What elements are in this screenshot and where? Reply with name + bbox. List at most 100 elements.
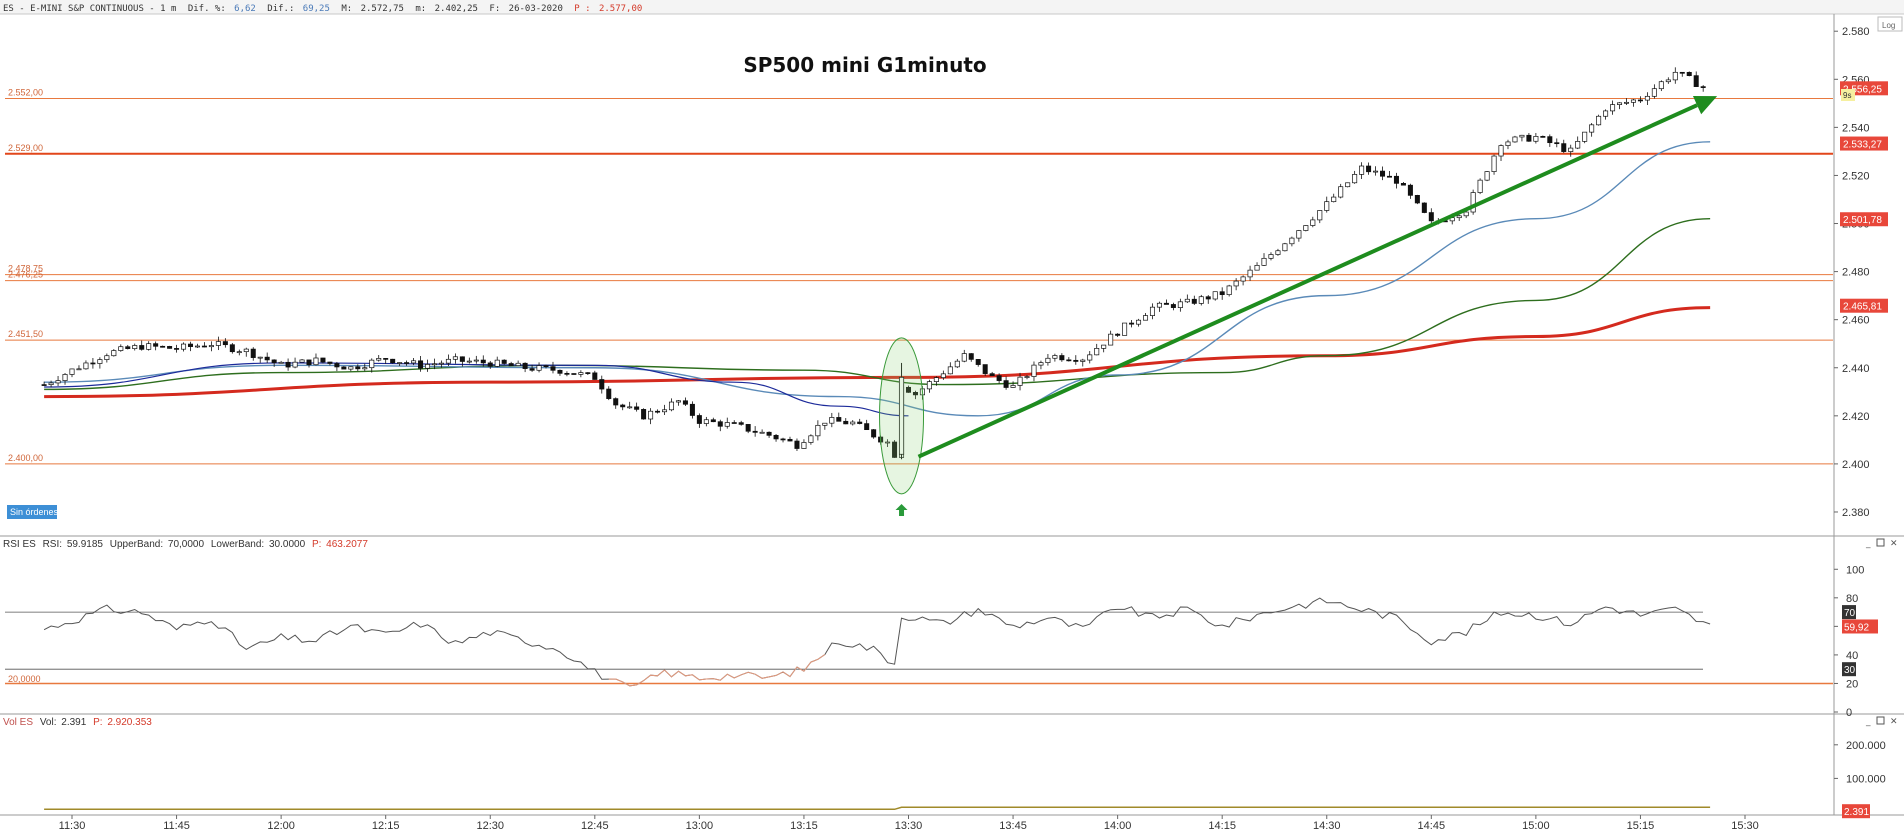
maximize-icon[interactable]: [1876, 716, 1885, 725]
maximize-icon[interactable]: [1876, 538, 1885, 547]
timer-badge: 9s: [1841, 89, 1855, 101]
candle-body: [780, 438, 786, 441]
rsi-tick-label: 0: [1846, 707, 1852, 719]
candle-body: [425, 364, 431, 369]
candle-body: [689, 403, 695, 416]
candle-body: [989, 373, 995, 376]
candle-body: [76, 368, 82, 371]
volume-tick-label: 100.000: [1846, 773, 1886, 785]
candle-body: [1421, 202, 1427, 213]
candle-body: [48, 382, 54, 386]
candle-body: [1428, 212, 1434, 222]
candle-body: [480, 359, 486, 364]
candle-body: [1205, 296, 1211, 300]
rsi-label: RSI ES: [3, 539, 36, 550]
orders-badge[interactable]: Sin órdenes: [7, 505, 59, 519]
candle-body: [1547, 136, 1553, 144]
candle-body: [1163, 302, 1169, 305]
candle-body: [104, 355, 110, 360]
moving-average-line: [44, 306, 1711, 399]
candle-body: [585, 372, 591, 374]
candle-body: [362, 367, 368, 370]
candle-body: [745, 424, 751, 432]
candle-body: [1024, 376, 1030, 378]
candle-body: [459, 356, 465, 362]
candle-body: [947, 366, 953, 375]
candle-body: [1414, 195, 1420, 204]
candle-body: [1170, 304, 1176, 308]
time-tick-label: 12:15: [372, 820, 400, 830]
candle-body: [982, 364, 988, 374]
log-button-label: Log: [1882, 21, 1895, 30]
minimize-icon[interactable]: _: [1865, 539, 1871, 549]
candle-body: [1052, 355, 1058, 359]
candle-body: [1603, 110, 1609, 117]
volume-tag: [1842, 804, 1870, 819]
minimize-icon[interactable]: _: [1865, 717, 1871, 727]
level-label: 2.476,25: [8, 270, 43, 280]
moving-average-line: [44, 218, 1711, 391]
candle-body: [529, 368, 535, 371]
candle-body: [613, 398, 619, 406]
candle-body: [1484, 171, 1490, 181]
candle-body: [452, 356, 458, 360]
candle-body: [724, 422, 730, 427]
candle-body: [111, 350, 117, 357]
candle-body: [1679, 71, 1685, 74]
candle-body: [815, 424, 821, 437]
candle-body: [264, 356, 270, 361]
candle-body: [759, 431, 765, 434]
rsi-line: [43, 597, 1711, 687]
level-label: 2.552,00: [8, 88, 43, 98]
volume-tag-label: 2.391: [1844, 807, 1869, 818]
close-icon[interactable]: ✕: [1890, 717, 1898, 727]
rsi-tick-label: 40: [1846, 650, 1858, 662]
candle-body: [1554, 142, 1560, 145]
price-tick-label: 2.520: [1842, 170, 1870, 182]
volume-tags: 2.391: [1842, 804, 1870, 819]
log-button[interactable]: Log: [1877, 16, 1903, 32]
candle-body: [1393, 175, 1399, 184]
candle-body: [578, 372, 584, 375]
candle-body: [1386, 175, 1392, 178]
header-date-label: F:: [489, 4, 500, 14]
rsi-header: RSI ES RSI: 59.9185 UpperBand: 70,0000 L…: [3, 539, 368, 550]
candle-body: [571, 373, 577, 375]
price-tag: [1840, 212, 1888, 227]
candle-body: [1233, 280, 1239, 287]
candle-body: [620, 404, 626, 408]
candle-body: [376, 358, 382, 361]
candle-body: [473, 359, 479, 362]
candle-body: [1282, 243, 1288, 252]
rsi-tag-label: 59,92: [1844, 622, 1869, 633]
timer-badge-label: 9s: [1843, 91, 1851, 100]
volume-header: Vol ES Vol: 2.391 P: 2.920.353: [3, 717, 152, 728]
candle-body: [1310, 219, 1316, 226]
pane-controls[interactable]: _ ✕ _ ✕: [1865, 538, 1898, 727]
candle-body: [271, 359, 277, 364]
candle-body: [1101, 344, 1107, 349]
candle-body: [146, 343, 152, 350]
volume-tick-label: 200.000: [1846, 740, 1886, 752]
close-icon[interactable]: ✕: [1890, 539, 1898, 549]
candle-body: [1561, 143, 1567, 152]
candle-body: [118, 346, 124, 351]
candle-body: [905, 386, 912, 393]
candle-body: [299, 359, 305, 363]
candle-body: [1198, 296, 1204, 304]
candle-body: [160, 345, 166, 348]
rsi-tick-label: 80: [1846, 593, 1858, 605]
candle-body: [829, 417, 835, 424]
candle-body: [836, 417, 842, 422]
header-max-label: M:: [341, 4, 352, 14]
candle-body: [41, 384, 47, 386]
candle-body: [285, 361, 291, 368]
candle-body: [926, 381, 932, 390]
candle-body: [90, 362, 96, 365]
candle-body: [1324, 201, 1330, 211]
candle-body: [543, 365, 549, 368]
candle-body: [1345, 182, 1351, 188]
time-tick-label: 11:45: [163, 820, 190, 830]
candle-body: [341, 366, 347, 370]
candle-body: [885, 441, 891, 444]
